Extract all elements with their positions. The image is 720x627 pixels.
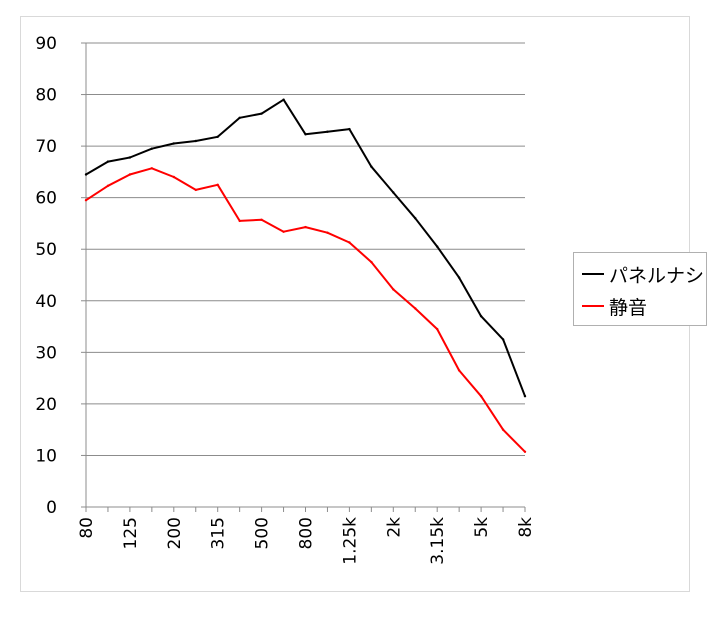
x-tick-labels: 80 125 200 315 500 800 1.25k 2k 3.15k 5k 8k xyxy=(77,517,536,565)
x-tick-label-4: 500 xyxy=(253,517,273,549)
data-point-s0-12 xyxy=(348,127,351,131)
data-point-s0-1 xyxy=(106,160,110,163)
data-point-s0-15 xyxy=(414,217,417,220)
data-point-s1-18 xyxy=(479,395,483,398)
data-point-s1-0 xyxy=(84,199,88,202)
y-tick-label-90: 90 xyxy=(35,34,57,54)
data-point-s0-7 xyxy=(238,116,241,120)
data-point-s0-11 xyxy=(326,130,329,133)
data-point-s0-13 xyxy=(370,165,373,168)
series-line-1 xyxy=(85,167,526,453)
x-tick-label-9: 5k xyxy=(472,517,492,538)
data-point-s1-13 xyxy=(370,260,373,264)
data-point-s0-19 xyxy=(501,338,505,341)
data-point-s1-8 xyxy=(260,218,263,221)
x-tick-label-8: 3.15k xyxy=(428,517,448,565)
data-point-s1-4 xyxy=(172,175,175,179)
data-point-s0-20 xyxy=(523,395,527,398)
x-tick-label-5: 800 xyxy=(297,517,317,549)
data-point-s0-0 xyxy=(84,173,88,176)
x-tick-label-2: 200 xyxy=(165,517,185,549)
data-point-s1-15 xyxy=(414,307,417,310)
x-tick-label-3: 315 xyxy=(209,517,229,549)
data-point-s1-5 xyxy=(194,188,197,192)
y-tick-label-40: 40 xyxy=(35,292,57,312)
legend-swatch-series-0 xyxy=(582,273,604,275)
data-point-s1-9 xyxy=(282,230,285,233)
data-point-s1-17 xyxy=(457,369,461,372)
axes xyxy=(81,42,526,512)
x-tick-label-6: 1.25k xyxy=(340,517,360,565)
data-point-s0-16 xyxy=(436,245,439,248)
data-point-s0-9 xyxy=(282,98,285,101)
data-point-s1-2 xyxy=(128,173,132,176)
data-point-s0-17 xyxy=(457,276,461,279)
y-tick-label-30: 30 xyxy=(35,343,57,363)
y-tick-label-10: 10 xyxy=(35,446,57,466)
data-point-s0-18 xyxy=(479,315,483,318)
data-point-s1-19 xyxy=(501,428,505,431)
y-tick-label-80: 80 xyxy=(35,86,57,106)
y-tick-label-70: 70 xyxy=(35,137,57,157)
data-point-s0-5 xyxy=(194,139,197,143)
y-tick-label-50: 50 xyxy=(35,240,57,260)
data-point-s1-14 xyxy=(392,288,395,291)
legend-item-series-1: 静音 xyxy=(582,291,647,321)
data-point-s1-10 xyxy=(304,225,307,229)
data-point-s1-11 xyxy=(326,231,329,234)
data-point-s1-12 xyxy=(348,241,351,244)
data-point-s1-1 xyxy=(106,184,110,187)
data-point-s1-16 xyxy=(436,327,439,331)
legend: パネルナシ 静音 xyxy=(573,252,707,326)
data-point-s1-20 xyxy=(523,450,527,453)
series-lines xyxy=(84,98,527,453)
line-chart: 0 10 20 30 40 50 60 70 80 90 80 125 200 315 500 800 1.2… xyxy=(35,34,536,565)
data-point-s0-10 xyxy=(304,133,307,136)
y-tick-labels: 0 10 20 30 40 50 60 70 80 90 xyxy=(35,34,57,518)
x-tick-label-7: 2k xyxy=(384,517,404,538)
x-tick-label-0: 80 xyxy=(77,517,97,539)
gridlines xyxy=(86,42,525,456)
data-point-s1-3 xyxy=(150,167,153,170)
data-point-s0-4 xyxy=(172,142,175,145)
chart-frame: 0 10 20 30 40 50 60 70 80 90 80 125 200 315 500 800 1.2… xyxy=(20,16,707,592)
x-tick-label-1: 125 xyxy=(121,517,141,549)
data-point-s0-3 xyxy=(150,147,153,150)
legend-swatch-series-1 xyxy=(582,305,604,307)
y-tick-label-60: 60 xyxy=(35,189,57,209)
legend-label-series-1: 静音 xyxy=(609,296,648,319)
y-tick-label-0: 0 xyxy=(46,498,57,518)
data-point-s0-6 xyxy=(216,135,219,138)
data-point-s1-6 xyxy=(216,183,219,186)
data-point-s0-8 xyxy=(260,112,263,115)
legend-label-series-0: パネルナシ xyxy=(609,264,705,287)
data-point-s0-2 xyxy=(128,156,132,159)
series-line-0 xyxy=(85,98,526,397)
x-tick-label-10: 8k xyxy=(516,517,536,538)
legend-item-series-0: パネルナシ xyxy=(582,259,704,289)
y-tick-label-20: 20 xyxy=(35,395,57,415)
data-point-s0-14 xyxy=(392,191,395,194)
data-point-s1-7 xyxy=(238,219,241,223)
